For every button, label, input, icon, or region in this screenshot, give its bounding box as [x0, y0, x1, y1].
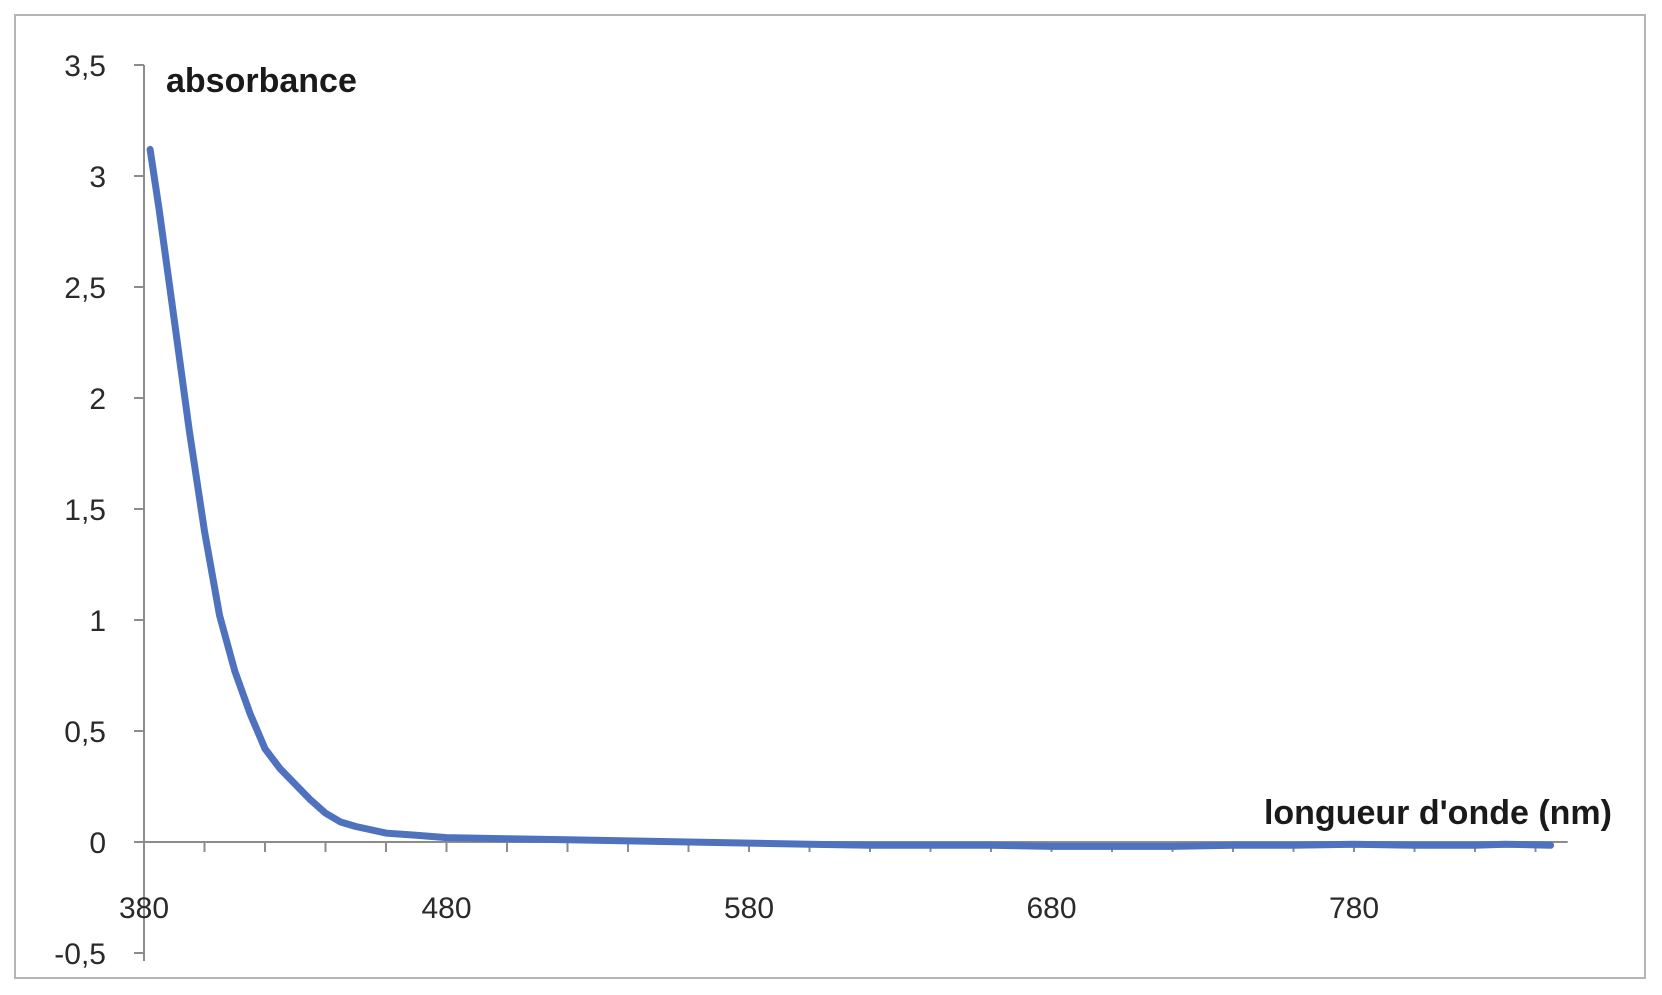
- y-tick-label: 1,5: [64, 494, 106, 527]
- x-tick-label: 780: [1329, 892, 1379, 925]
- tick-labels: -0,5 0 0,5 1 1,5 2 2,5 3 3,5 380 480 580 680 780: [54, 50, 1379, 971]
- x-axis-title: longueur d'onde (nm): [1264, 794, 1612, 832]
- x-tick-label: 480: [421, 892, 471, 925]
- y-tick-label: 0,5: [64, 716, 106, 749]
- y-tick-label: 3: [89, 161, 106, 194]
- y-tick-label: 2: [89, 383, 106, 416]
- absorbance-line: [146, 145, 1555, 850]
- y-tick-label: 0: [89, 827, 106, 860]
- y-tick-label: -0,5: [54, 938, 106, 971]
- y-tick-label: 1: [89, 605, 106, 638]
- x-tick-label: 580: [724, 892, 774, 925]
- x-tick-label: 680: [1026, 892, 1076, 925]
- chart-frame: [14, 14, 1646, 979]
- x-tick-label: 380: [119, 892, 169, 925]
- y-axis-title: absorbance: [166, 62, 357, 100]
- y-tick-label: 3,5: [64, 50, 106, 83]
- y-tick-label: 2,5: [64, 272, 106, 305]
